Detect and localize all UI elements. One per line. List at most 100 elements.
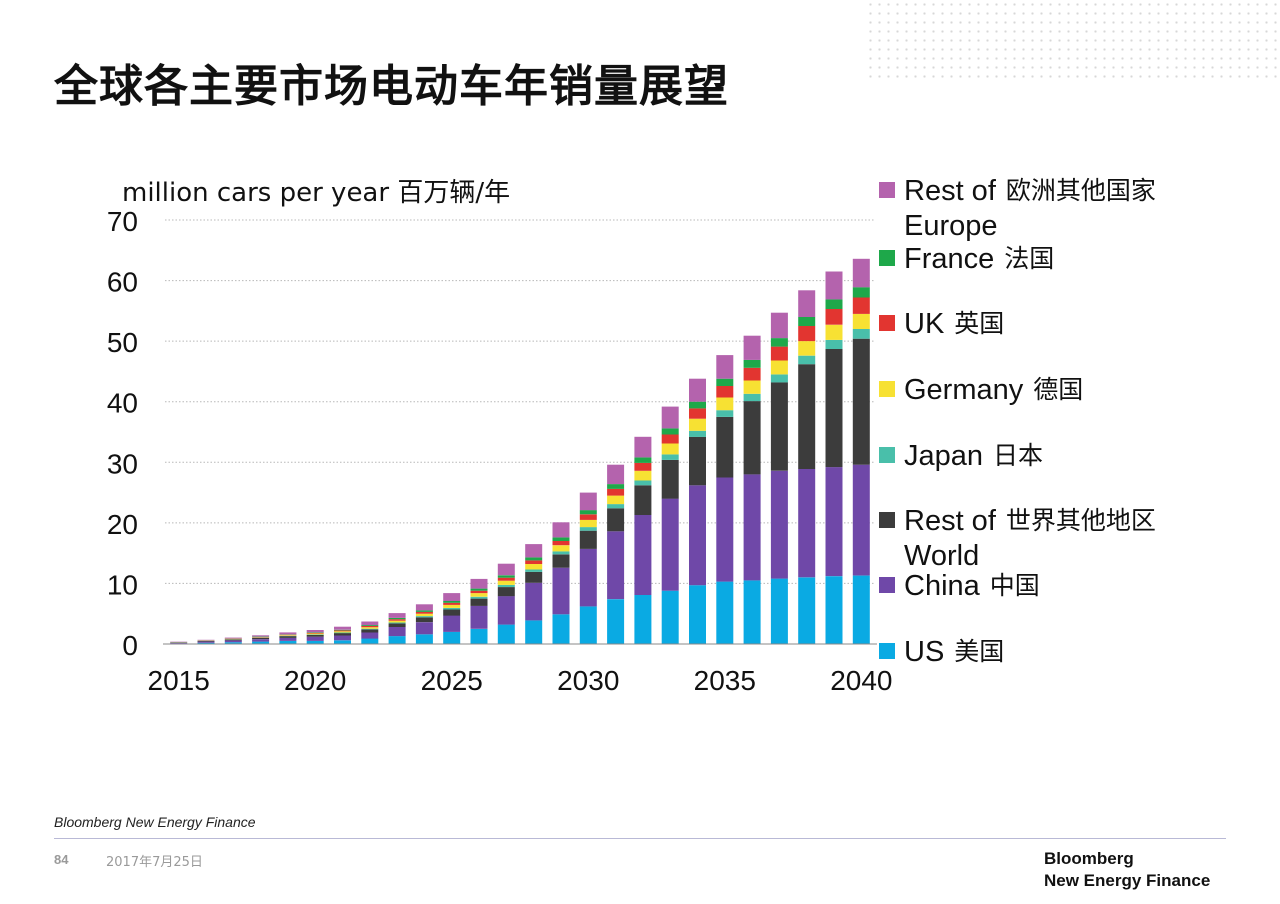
bar-segment <box>361 632 379 639</box>
bar-segment <box>852 575 870 644</box>
bar-segment <box>497 575 515 578</box>
bar-segment <box>334 640 351 644</box>
bar-segment <box>634 462 652 471</box>
bar-segment <box>334 635 351 641</box>
y-tick-label: 40 <box>107 388 138 419</box>
bar-segment <box>825 467 843 577</box>
bar-segment <box>634 485 652 515</box>
bar-segment <box>579 527 597 531</box>
bar-segment <box>525 571 543 583</box>
bar-segment <box>579 514 597 520</box>
y-tick-label: 50 <box>107 327 138 358</box>
bar-segment <box>743 367 761 381</box>
bar-segment <box>607 495 625 505</box>
x-tick-label: 2025 <box>421 665 483 696</box>
bar-segment <box>497 563 515 576</box>
bar-segment <box>470 628 488 644</box>
bar-segment <box>689 418 706 431</box>
bar-segment <box>415 613 433 617</box>
bar-segment <box>388 623 406 627</box>
bar-segment <box>279 641 297 644</box>
bar-segment <box>825 324 843 340</box>
bar-segment <box>197 641 215 642</box>
bar-segment <box>525 569 543 572</box>
bar-segment <box>661 443 679 455</box>
bar-segment <box>661 454 679 460</box>
bar-segment <box>334 631 351 633</box>
bar-segment <box>716 477 734 582</box>
bar-segment <box>607 531 625 600</box>
y-tick-label: 20 <box>107 509 138 540</box>
bar-segment <box>743 401 761 475</box>
bar-segment <box>852 258 870 288</box>
bar-segment <box>634 470 652 481</box>
bar-segment <box>579 519 597 528</box>
legend-label: France <box>904 243 994 275</box>
legend-swatch <box>879 512 895 528</box>
bar-segment <box>470 598 488 606</box>
legend-label-line2: Europe <box>904 210 998 242</box>
bar-segment <box>661 406 679 429</box>
bar-segment <box>552 554 570 568</box>
bar-segment <box>770 338 788 347</box>
bar-segment <box>361 638 379 644</box>
legend-label-cn: 英国 <box>954 309 1004 338</box>
legend-swatch <box>879 577 895 593</box>
bar-segment <box>716 416 734 478</box>
bar-segment <box>443 615 461 632</box>
legend-label-cn: 日本 <box>993 441 1043 470</box>
bar-segment <box>634 480 652 486</box>
legend-label-cn: 德国 <box>1033 375 1083 404</box>
bar-segment <box>552 522 570 538</box>
bar-segment <box>770 578 788 644</box>
bar-segment <box>852 464 870 576</box>
bar-segment <box>552 541 570 546</box>
bar-segment <box>689 401 706 409</box>
legend-label: Rest of <box>904 505 997 537</box>
bar-segment <box>579 548 597 607</box>
bar-segment <box>798 326 816 342</box>
bar-segment <box>306 633 324 635</box>
bar-segment <box>607 508 625 532</box>
bar-segment <box>224 637 242 639</box>
bar-segment <box>661 590 679 644</box>
bar-segment <box>470 578 488 589</box>
bar-segment <box>689 430 706 437</box>
bar-segment <box>525 620 543 644</box>
bar-segment <box>798 468 816 578</box>
logo-line-1: Bloomberg <box>1044 849 1134 868</box>
legend-label-cn: 世界其他地区 <box>1006 506 1156 535</box>
y-tick-label: 60 <box>107 267 138 298</box>
bar-segment <box>689 585 706 644</box>
bar-segment <box>470 593 488 597</box>
bar-segment <box>689 436 706 486</box>
bar-segment <box>607 464 625 485</box>
bar-segment <box>661 434 679 444</box>
bar-segment <box>388 618 406 620</box>
bar-segment <box>497 596 515 625</box>
dot-pattern-decoration <box>866 0 1280 82</box>
bar-segment <box>306 632 324 633</box>
bar-segment <box>497 624 515 644</box>
bar-segment <box>689 485 706 586</box>
bar-segment <box>361 621 379 626</box>
legend-label: Japan <box>904 440 983 472</box>
x-tick-label: 2035 <box>694 665 756 696</box>
bar-segment <box>306 636 324 641</box>
bar-segment <box>798 364 816 469</box>
bar-segment <box>798 316 816 326</box>
bar-segment <box>334 632 351 634</box>
bar-segment <box>470 588 488 591</box>
bar-segment <box>525 544 543 558</box>
bar-segment <box>388 636 406 644</box>
bar-segment <box>825 339 843 349</box>
bar-segment <box>388 620 406 623</box>
bar-segment <box>279 635 297 636</box>
bar-segment <box>525 582 543 621</box>
y-tick-label: 70 <box>107 206 138 237</box>
page-number: 84 <box>54 852 69 867</box>
page-title: 全球各主要市场电动车年销量展望 <box>54 61 729 112</box>
bar-segment <box>798 355 816 365</box>
bar-segment <box>279 632 297 635</box>
bar-segment <box>716 378 734 386</box>
